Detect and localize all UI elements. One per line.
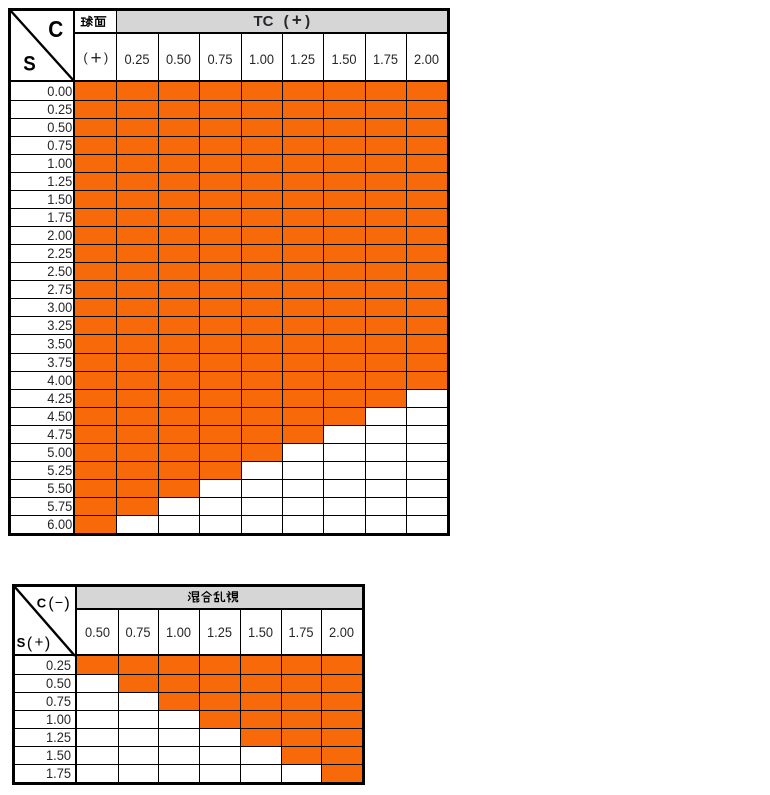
svg-text:0.25: 0.25	[46, 658, 71, 674]
svg-text:): )	[45, 635, 50, 652]
svg-text:4.50: 4.50	[47, 409, 72, 425]
svg-text:5.50: 5.50	[47, 481, 72, 497]
svg-text:): )	[104, 50, 108, 65]
svg-text:C: C	[37, 596, 47, 611]
svg-text:+: +	[35, 634, 44, 651]
svg-text:0.75: 0.75	[208, 52, 233, 68]
svg-text:4.75: 4.75	[47, 427, 72, 443]
svg-text:3.25: 3.25	[47, 318, 72, 334]
svg-text:(: (	[48, 595, 54, 612]
svg-text:+: +	[292, 11, 302, 30]
svg-text:1.25: 1.25	[46, 730, 71, 746]
svg-text:): )	[64, 595, 69, 612]
svg-text:2.75: 2.75	[47, 282, 72, 298]
svg-text:S: S	[17, 635, 26, 650]
svg-text:C: C	[48, 16, 63, 42]
svg-text:2.50: 2.50	[47, 264, 72, 280]
svg-text:(: (	[27, 635, 33, 652]
svg-text:1.25: 1.25	[290, 52, 315, 68]
svg-text:−: −	[55, 594, 63, 610]
svg-text:0.50: 0.50	[46, 676, 71, 692]
svg-text:2.00: 2.00	[329, 625, 354, 641]
svg-text:0.25: 0.25	[125, 52, 150, 68]
svg-text:1.75: 1.75	[289, 625, 314, 641]
svg-text:0.50: 0.50	[47, 120, 72, 136]
svg-text:): )	[305, 13, 310, 30]
svg-text:3.75: 3.75	[47, 355, 72, 371]
svg-text:6.00: 6.00	[47, 517, 72, 533]
svg-text:1.50: 1.50	[46, 748, 71, 764]
svg-text:2.25: 2.25	[47, 246, 72, 262]
svg-text:0.75: 0.75	[46, 694, 71, 710]
svg-text:5.00: 5.00	[47, 445, 72, 461]
svg-text:(: (	[284, 13, 289, 30]
svg-text:4.00: 4.00	[47, 373, 72, 389]
svg-text:3.50: 3.50	[47, 337, 72, 353]
svg-text:1.75: 1.75	[46, 766, 71, 782]
svg-text:2.00: 2.00	[47, 228, 72, 244]
svg-text:1.50: 1.50	[47, 192, 72, 208]
svg-text:2.00: 2.00	[414, 52, 439, 68]
svg-text:0.75: 0.75	[126, 625, 151, 641]
svg-text:0.00: 0.00	[47, 84, 72, 100]
svg-text:5.25: 5.25	[47, 463, 72, 479]
svg-text:1.00: 1.00	[166, 625, 191, 641]
svg-text:1.25: 1.25	[207, 625, 232, 641]
svg-text:1.50: 1.50	[248, 625, 273, 641]
svg-text:0.75: 0.75	[47, 138, 72, 154]
svg-text:1.50: 1.50	[332, 52, 357, 68]
svg-text:1.00: 1.00	[249, 52, 274, 68]
svg-text:0.25: 0.25	[47, 102, 72, 118]
svg-text:+: +	[91, 48, 102, 69]
svg-text:4.25: 4.25	[47, 391, 72, 407]
svg-text:S: S	[23, 53, 36, 76]
svg-text:TC: TC	[254, 13, 274, 30]
svg-text:0.50: 0.50	[166, 52, 191, 68]
svg-text:(: (	[83, 50, 88, 65]
svg-text:3.00: 3.00	[47, 300, 72, 316]
svg-text:1.75: 1.75	[373, 52, 398, 68]
svg-text:1.00: 1.00	[46, 712, 71, 728]
svg-text:1.75: 1.75	[47, 210, 72, 226]
svg-text:0.50: 0.50	[85, 625, 110, 641]
svg-text:1.00: 1.00	[47, 156, 72, 172]
svg-text:1.25: 1.25	[47, 174, 72, 190]
svg-text:5.75: 5.75	[47, 499, 72, 515]
